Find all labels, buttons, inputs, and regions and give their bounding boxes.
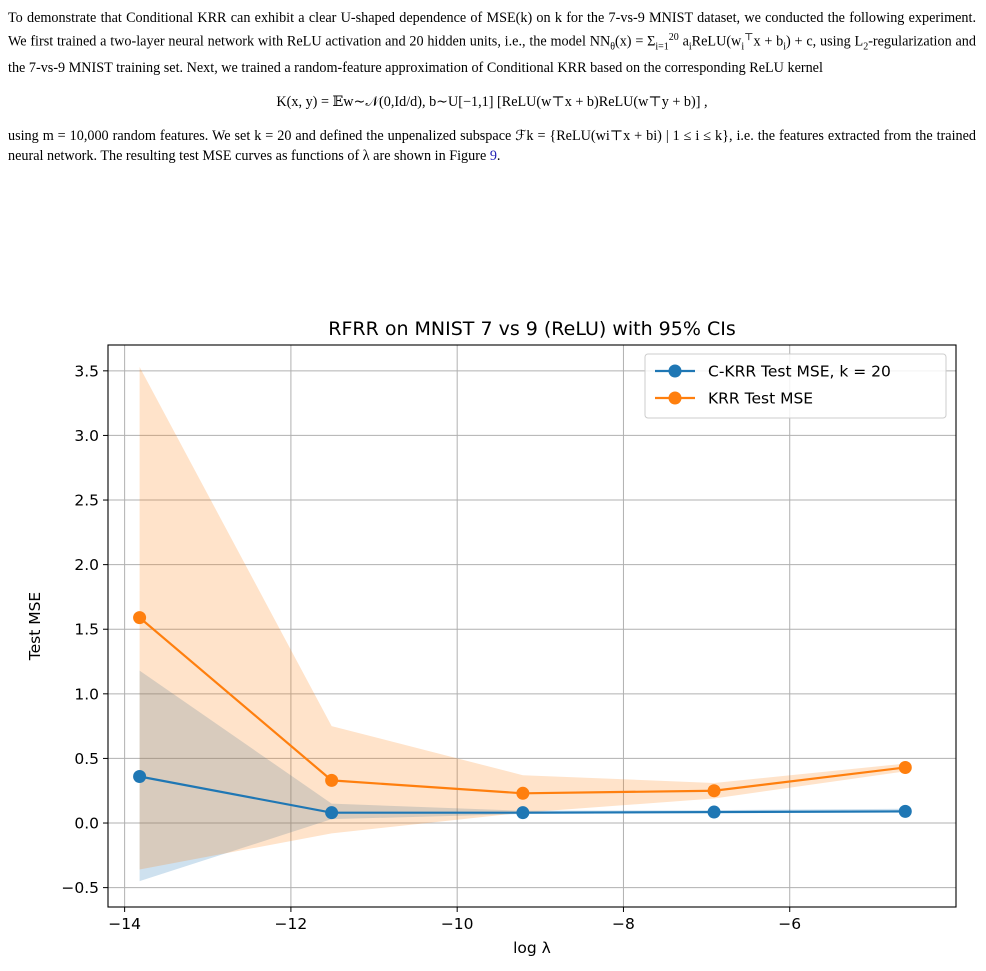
- kernel-equation: K(x, y) = 𝔼w∼𝒩(0,Id/d), b∼U[−1,1] [ReLU(…: [276, 93, 708, 110]
- grid: [108, 345, 956, 907]
- paragraph-1-text-a: To demonstrate that Conditional KRR can …: [8, 10, 976, 50]
- x-tick-label: −8: [612, 915, 635, 933]
- confidence-bands: [139, 366, 906, 882]
- data-point-ckrr: [516, 806, 530, 820]
- x-tick-label: −12: [275, 915, 308, 933]
- legend: C-KRR Test MSE, k = 20 KRR Test MSE: [644, 353, 947, 419]
- legend-marker: [668, 391, 682, 405]
- y-tick-label: 1.5: [74, 621, 99, 639]
- paragraph-2-end: .: [496, 147, 501, 164]
- paragraph-1-text-g: -regularization and the 7-vs-9 MNIST tra…: [8, 33, 976, 76]
- body-text: To demonstrate that Conditional KRR can …: [8, 8, 976, 166]
- legend-label: KRR Test MSE: [708, 390, 813, 408]
- data-point-krr: [707, 784, 721, 798]
- data-point-krr: [133, 611, 147, 625]
- y-tick-label: 0.5: [74, 750, 99, 768]
- paragraph-1-text-d: ReLU(w: [691, 33, 742, 50]
- y-tick-label: 3.5: [74, 362, 99, 380]
- y-tick-label: 1.0: [74, 685, 99, 703]
- data-point-ckrr: [898, 804, 912, 818]
- y-tick-label: 2.5: [74, 492, 99, 510]
- y-tick-label: 0.0: [74, 815, 99, 833]
- paragraph-2: using m = 10,000 random features. We set…: [8, 126, 976, 166]
- y-tick-label: −0.5: [61, 879, 99, 897]
- y-tick-label: 3.0: [74, 427, 99, 445]
- x-axis-label: log λ: [513, 939, 551, 957]
- axis-ticks: −14 −12 −10 −8 −6 −0.5 0.0 0.5 1.0 1.5 2.0 2.5 3.0 3.…: [61, 362, 801, 933]
- x-tick-label: −10: [441, 915, 474, 933]
- x-tick-label: −6: [778, 915, 801, 933]
- series-lines: [133, 611, 912, 820]
- paragraph-1-text-c: a: [678, 33, 689, 50]
- data-point-ckrr: [707, 805, 721, 819]
- plot-frame: [107, 344, 957, 908]
- paragraph-1-text-b: (x) = Σ: [614, 33, 656, 50]
- y-axis-label: Test MSE: [26, 592, 44, 661]
- paragraph-2-text: using m = 10,000 random features. We set…: [8, 127, 976, 164]
- chart-title: RFRR on MNIST 7 vs 9 (ReLU) with 95% CIs: [328, 318, 735, 340]
- data-point-ckrr: [133, 770, 147, 784]
- figure-reference-link[interactable]: 9: [489, 147, 497, 164]
- legend-marker: [668, 364, 682, 378]
- data-point-krr: [325, 773, 339, 787]
- paragraph-1: To demonstrate that Conditional KRR can …: [8, 10, 976, 76]
- x-tick-label: −14: [108, 915, 141, 933]
- data-point-krr: [898, 760, 912, 774]
- paragraph-1-text-e: x + b: [753, 33, 784, 50]
- legend-label: C-KRR Test MSE, k = 20: [708, 363, 891, 381]
- ci-band-krr: [139, 366, 906, 870]
- data-point-krr: [516, 786, 530, 800]
- paragraph-1-text-f: ) + c, using L: [786, 33, 864, 50]
- y-tick-label: 2.0: [74, 556, 99, 574]
- legend-box: [644, 353, 947, 419]
- data-point-ckrr: [325, 806, 339, 820]
